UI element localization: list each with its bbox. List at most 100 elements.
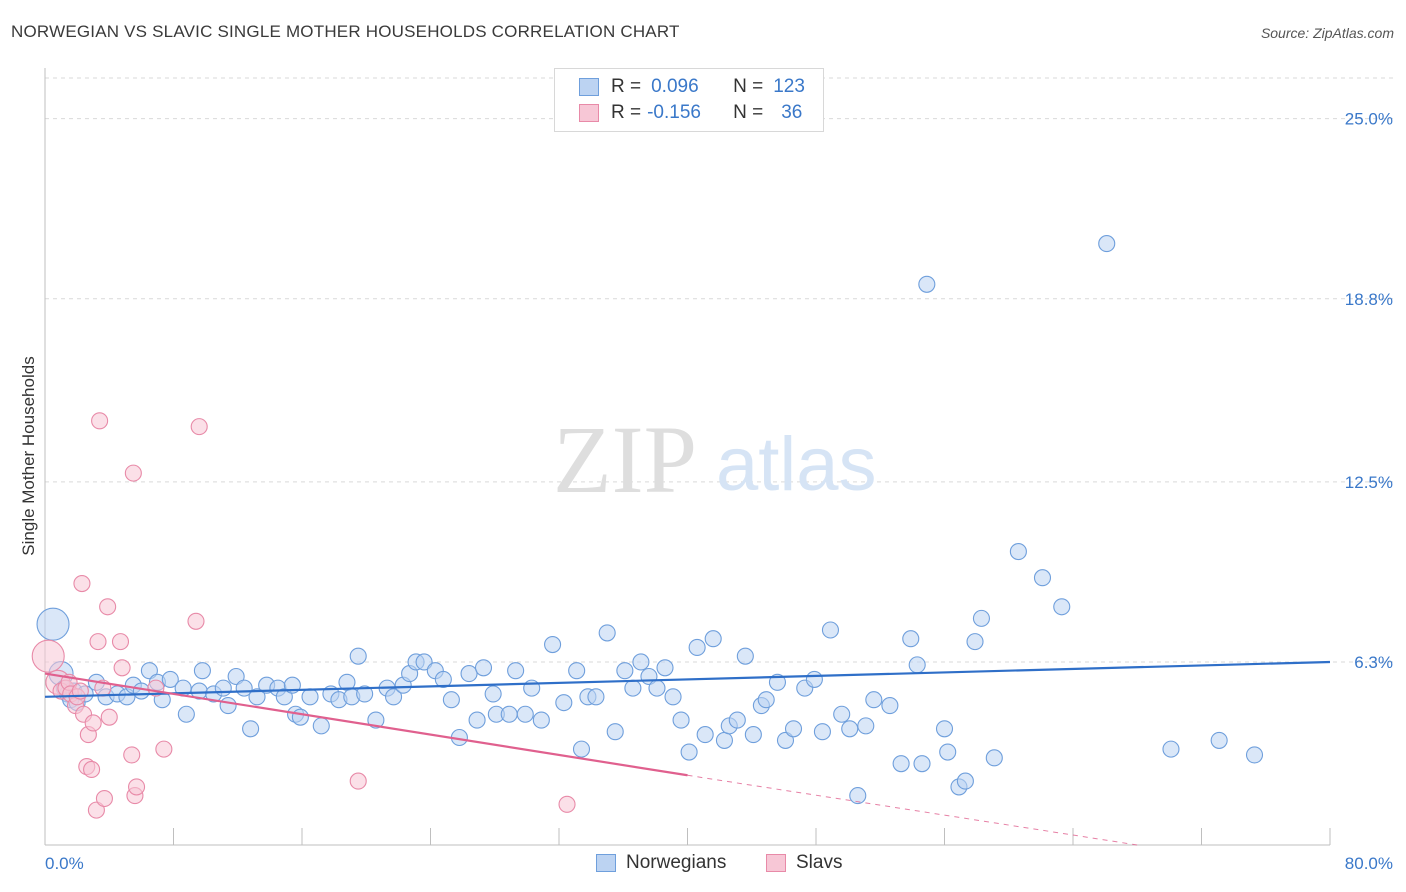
norwegian-point [833, 705, 851, 723]
norwegian-point [568, 662, 586, 680]
norwegians-legend-swatch [596, 854, 616, 872]
x-tick-labels: 0.0% 80.0% [45, 854, 1393, 873]
norwegian-point [956, 772, 974, 790]
norwegian-point [587, 688, 605, 706]
slavs-legend-swatch [766, 854, 786, 872]
norwegian-point [1033, 569, 1052, 587]
norwegian-point [140, 662, 158, 680]
norwegian-point [214, 679, 232, 697]
slav-point [349, 772, 367, 790]
legend-n-label: N = [733, 76, 764, 97]
norwegian-point [1162, 740, 1180, 758]
norwegians-points [36, 235, 1264, 805]
norwegian-point [161, 670, 179, 688]
norwegian-point [805, 670, 823, 688]
watermark-zip: ZIP [553, 406, 697, 513]
norwegian-point [821, 621, 840, 639]
norwegian-point [648, 679, 666, 697]
norwegian-point [460, 665, 478, 683]
slav-point [124, 464, 142, 482]
norwegian-point [606, 723, 624, 741]
norwegian-point [728, 711, 746, 729]
norwegian-point [312, 717, 330, 735]
norwegian-point [1245, 746, 1264, 764]
norwegian-point [516, 705, 534, 723]
norwegian-point [857, 717, 875, 735]
norwegian-point [985, 749, 1003, 767]
norwegian-point [1053, 598, 1071, 616]
legend-r-label: R = [611, 102, 642, 123]
norwegian-point [972, 609, 990, 627]
norwegian-point [301, 688, 319, 706]
norwegian-point [865, 691, 883, 709]
slavs-swatch [579, 104, 599, 122]
slav-point [99, 598, 117, 616]
norwegian-point [664, 688, 682, 706]
legend-r-label: R = [611, 76, 642, 97]
norwegians-swatch [579, 78, 599, 96]
norwegian-point [624, 679, 642, 697]
x-tick-label-max: 80.0% [1345, 854, 1393, 873]
norwegian-point [935, 720, 954, 738]
norwegian-point [736, 647, 754, 665]
series-legend: Norwegians Slavs [0, 852, 1406, 876]
norwegian-point [415, 653, 433, 671]
norwegian-point [484, 685, 502, 703]
x-tick-label-min: 0.0% [45, 854, 84, 873]
norwegian-point [248, 688, 266, 706]
norwegian-point [532, 711, 550, 729]
norwegian-point [385, 688, 403, 706]
legend-n-value: 36 [781, 102, 803, 123]
y-tick-label: 25.0% [1345, 110, 1393, 129]
slav-point [95, 789, 113, 808]
norwegian-point [841, 720, 859, 738]
watermark-atlas: atlas [716, 422, 877, 507]
legend-item-norwegians[interactable]: Norwegians [596, 852, 726, 874]
slav-point [155, 740, 173, 758]
y-tick-label: 18.8% [1345, 290, 1393, 309]
norwegian-point [966, 633, 984, 651]
norwegian-point [177, 705, 195, 723]
norwegian-point [291, 708, 309, 726]
norwegian-point [616, 662, 634, 680]
norwegian-point [813, 723, 831, 741]
watermark: ZIP atlas [553, 406, 877, 513]
slav-point [89, 633, 107, 651]
norwegian-point [918, 275, 936, 293]
norwegian-point [367, 711, 385, 729]
legend-row-norwegians: R = 0.096 N = 123 [579, 75, 805, 99]
norwegian-point [468, 711, 486, 729]
legend-label-slavs: Slavs [796, 852, 843, 873]
norwegian-point [434, 670, 452, 688]
y-tick-label: 12.5% [1345, 473, 1393, 492]
grid-lines [45, 77, 1395, 663]
norwegian-point [776, 731, 795, 749]
norwegian-point [849, 787, 867, 805]
norwegian-point [892, 755, 910, 773]
norwegian-point [356, 685, 374, 703]
norwegian-point [939, 743, 957, 761]
norwegian-point [349, 647, 367, 665]
slav-point [123, 746, 141, 764]
chart-title: NORWEGIAN VS SLAVIC SINGLE MOTHER HOUSEH… [11, 22, 680, 41]
legend-r-value: 0.096 [651, 76, 699, 97]
axes [44, 68, 1331, 846]
slavs-trend-extension [687, 774, 1138, 846]
correlation-legend: R = 0.096 N = 123 R = -0.156 N = 36 [554, 68, 824, 132]
legend-item-slavs[interactable]: Slavs [766, 852, 842, 874]
norwegian-point [507, 662, 525, 680]
norwegian-point [500, 705, 518, 723]
slav-point [87, 801, 105, 819]
slav-point [100, 708, 118, 726]
slav-point [113, 659, 131, 677]
trend-lines [44, 660, 1331, 846]
slav-point [187, 612, 205, 630]
y-tick-labels: 6.3% 12.5% 18.8% 25.0% [1345, 110, 1393, 672]
slav-point [83, 760, 101, 779]
legend-row-slavs: R = -0.156 N = 36 [579, 101, 802, 125]
norwegian-point [672, 711, 690, 729]
norwegian-point [1210, 731, 1228, 749]
norwegian-point [275, 688, 293, 706]
slav-point [31, 639, 65, 673]
norwegian-point [572, 740, 591, 758]
